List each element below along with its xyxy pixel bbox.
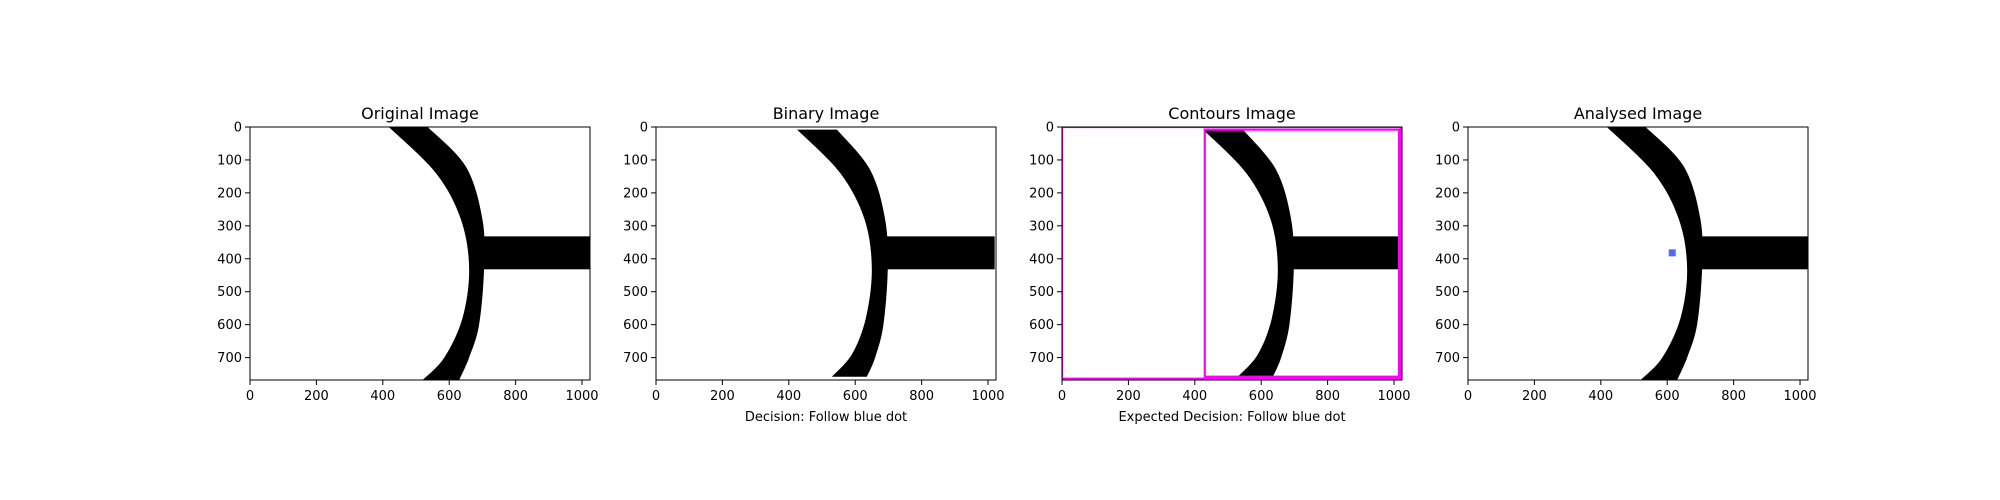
y-tick-label: 100 bbox=[1029, 153, 1054, 168]
panel-4: 0 200 400 600 800 1000 0 100 200 300 400 500 600 700 A… bbox=[1435, 104, 1816, 404]
x-tick-label: 200 bbox=[1522, 389, 1547, 404]
y-tick-label: 500 bbox=[217, 285, 242, 300]
x-tick-label: 400 bbox=[776, 389, 801, 404]
panel-2: 0 200 400 600 800 1000 0 100 200 300 400 500 600 700 B… bbox=[623, 104, 1004, 425]
y-tick-label: 500 bbox=[1435, 285, 1460, 300]
x-tick-label: 1000 bbox=[1377, 389, 1410, 404]
x-tick-label: 200 bbox=[304, 389, 329, 404]
y-tick-label: 200 bbox=[217, 186, 242, 201]
y-tick-label: 200 bbox=[1435, 186, 1460, 201]
y-tick-label: 0 bbox=[1046, 121, 1054, 136]
x-tick-label: 600 bbox=[437, 389, 462, 404]
axes-frame bbox=[1061, 126, 1403, 381]
x-tick-label: 0 bbox=[652, 389, 660, 404]
axes-frame bbox=[1467, 126, 1809, 381]
y-tick-label: 400 bbox=[623, 252, 648, 267]
y-tick-label: 600 bbox=[1435, 318, 1460, 333]
x-tick-label: 0 bbox=[1464, 389, 1472, 404]
y-tick-label: 300 bbox=[1435, 219, 1460, 234]
decision-caption: Expected Decision: Follow blue dot bbox=[1118, 410, 1345, 425]
curve-shape bbox=[388, 127, 485, 380]
axes-frame bbox=[249, 126, 591, 381]
x-tick-label: 200 bbox=[710, 389, 735, 404]
y-tick-label: 0 bbox=[1452, 121, 1460, 136]
y-tick-label: 0 bbox=[234, 121, 242, 136]
y-tick-label: 200 bbox=[1029, 186, 1054, 201]
x-tick-label: 200 bbox=[1116, 389, 1141, 404]
y-tick-label: 300 bbox=[623, 219, 648, 234]
x-tick-label: 400 bbox=[370, 389, 395, 404]
x-tick-label: 800 bbox=[1721, 389, 1746, 404]
horizontal-bar bbox=[479, 236, 590, 270]
panel-title: Contours Image bbox=[1168, 104, 1295, 123]
x-tick-label: 600 bbox=[843, 389, 868, 404]
y-tick-label: 300 bbox=[1029, 219, 1054, 234]
y-tick-label: 400 bbox=[217, 252, 242, 267]
y-tick-label: 100 bbox=[217, 153, 242, 168]
y-tick-label: 500 bbox=[623, 285, 648, 300]
panel-title: Original Image bbox=[361, 104, 479, 123]
y-tick-label: 400 bbox=[1029, 252, 1054, 267]
y-tick-label: 600 bbox=[217, 318, 242, 333]
x-tick-label: 1000 bbox=[1783, 389, 1816, 404]
y-tick-label: 100 bbox=[623, 153, 648, 168]
horizontal-bar bbox=[1291, 236, 1401, 270]
panel-title: Analysed Image bbox=[1574, 104, 1702, 123]
axes-frame bbox=[655, 126, 997, 381]
x-tick-label: 1000 bbox=[565, 389, 598, 404]
x-tick-label: 800 bbox=[1315, 389, 1340, 404]
y-tick-label: 0 bbox=[640, 121, 648, 136]
curve-shape bbox=[797, 129, 888, 377]
x-tick-label: 400 bbox=[1588, 389, 1613, 404]
y-tick-label: 600 bbox=[1029, 318, 1054, 333]
contour-box bbox=[1062, 127, 1402, 380]
y-tick-label: 700 bbox=[1435, 351, 1460, 366]
panel-1: 0 200 400 600 800 1000 0 100 200 300 400 500 600 700 O… bbox=[217, 104, 598, 404]
x-tick-label: 0 bbox=[246, 389, 254, 404]
x-tick-label: 400 bbox=[1182, 389, 1207, 404]
panel-3: 0 200 400 600 800 1000 0 100 200 300 400 500 600 700 C… bbox=[1029, 104, 1410, 425]
x-tick-label: 0 bbox=[1058, 389, 1066, 404]
y-tick-label: 500 bbox=[1029, 285, 1054, 300]
panel-title: Binary Image bbox=[773, 104, 880, 123]
y-tick-label: 200 bbox=[623, 186, 648, 201]
y-tick-label: 100 bbox=[1435, 153, 1460, 168]
y-tick-label: 600 bbox=[623, 318, 648, 333]
x-tick-label: 800 bbox=[909, 389, 934, 404]
x-tick-label: 1000 bbox=[971, 389, 1004, 404]
x-tick-label: 600 bbox=[1655, 389, 1680, 404]
y-tick-label: 700 bbox=[623, 351, 648, 366]
decision-caption: Decision: Follow blue dot bbox=[745, 410, 907, 425]
blue-dot bbox=[1668, 249, 1676, 257]
y-tick-label: 700 bbox=[217, 351, 242, 366]
x-tick-label: 600 bbox=[1249, 389, 1274, 404]
contour-box bbox=[1203, 128, 1401, 378]
y-tick-label: 300 bbox=[217, 219, 242, 234]
curve-shape bbox=[1606, 127, 1703, 380]
y-tick-label: 700 bbox=[1029, 351, 1054, 366]
y-tick-label: 400 bbox=[1435, 252, 1460, 267]
curve-shape bbox=[1203, 129, 1294, 377]
horizontal-bar bbox=[885, 236, 995, 270]
horizontal-bar bbox=[1697, 236, 1808, 270]
x-tick-label: 800 bbox=[503, 389, 528, 404]
